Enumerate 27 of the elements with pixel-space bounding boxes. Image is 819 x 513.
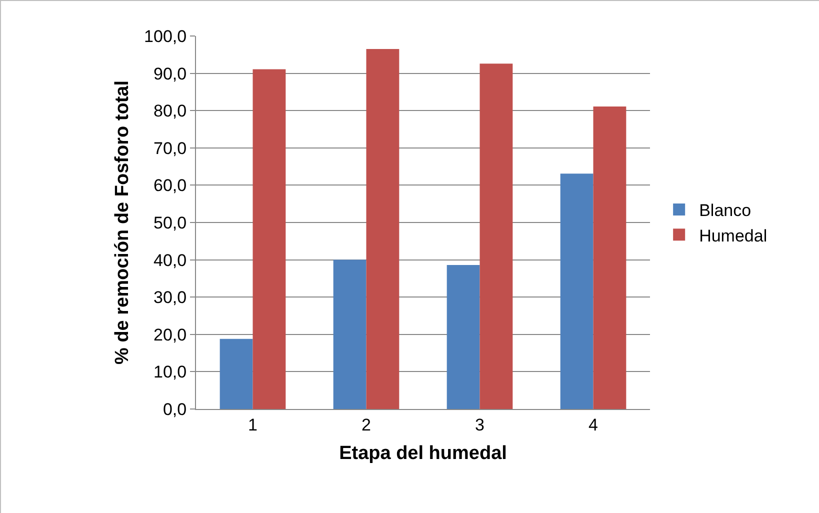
legend-label: Humedal	[699, 226, 768, 246]
y-tick-label: 90,0	[154, 64, 187, 84]
y-tick-label: 70,0	[154, 138, 187, 158]
y-tick-label: 40,0	[154, 250, 187, 270]
bar	[220, 338, 253, 409]
bar	[480, 64, 513, 409]
y-tick-label: 20,0	[154, 325, 187, 344]
y-tick-label: 30,0	[154, 288, 187, 308]
y-axis-title: % de remoción de Fosforo total	[112, 80, 133, 364]
bar	[593, 106, 626, 409]
x-axis-title: Etapa del humedal	[339, 443, 507, 464]
y-tick-label: 10,0	[154, 362, 187, 382]
bar	[560, 174, 594, 409]
bar	[366, 49, 400, 409]
x-tick-label: 1	[248, 415, 258, 434]
y-tick-label: 0,0	[162, 400, 187, 419]
bar	[333, 260, 366, 409]
x-tick-label: 3	[475, 415, 484, 434]
bar	[446, 265, 480, 409]
y-tick-label: 80,0	[154, 102, 187, 121]
legend-label: Blanco	[699, 201, 752, 220]
x-tick-label: 2	[362, 415, 371, 434]
x-tick-label: 4	[588, 415, 598, 434]
bar	[252, 69, 286, 409]
y-tick-label: 50,0	[154, 213, 187, 232]
y-tick-label: 100,0	[144, 26, 187, 46]
y-tick-label: 60,0	[154, 176, 187, 196]
